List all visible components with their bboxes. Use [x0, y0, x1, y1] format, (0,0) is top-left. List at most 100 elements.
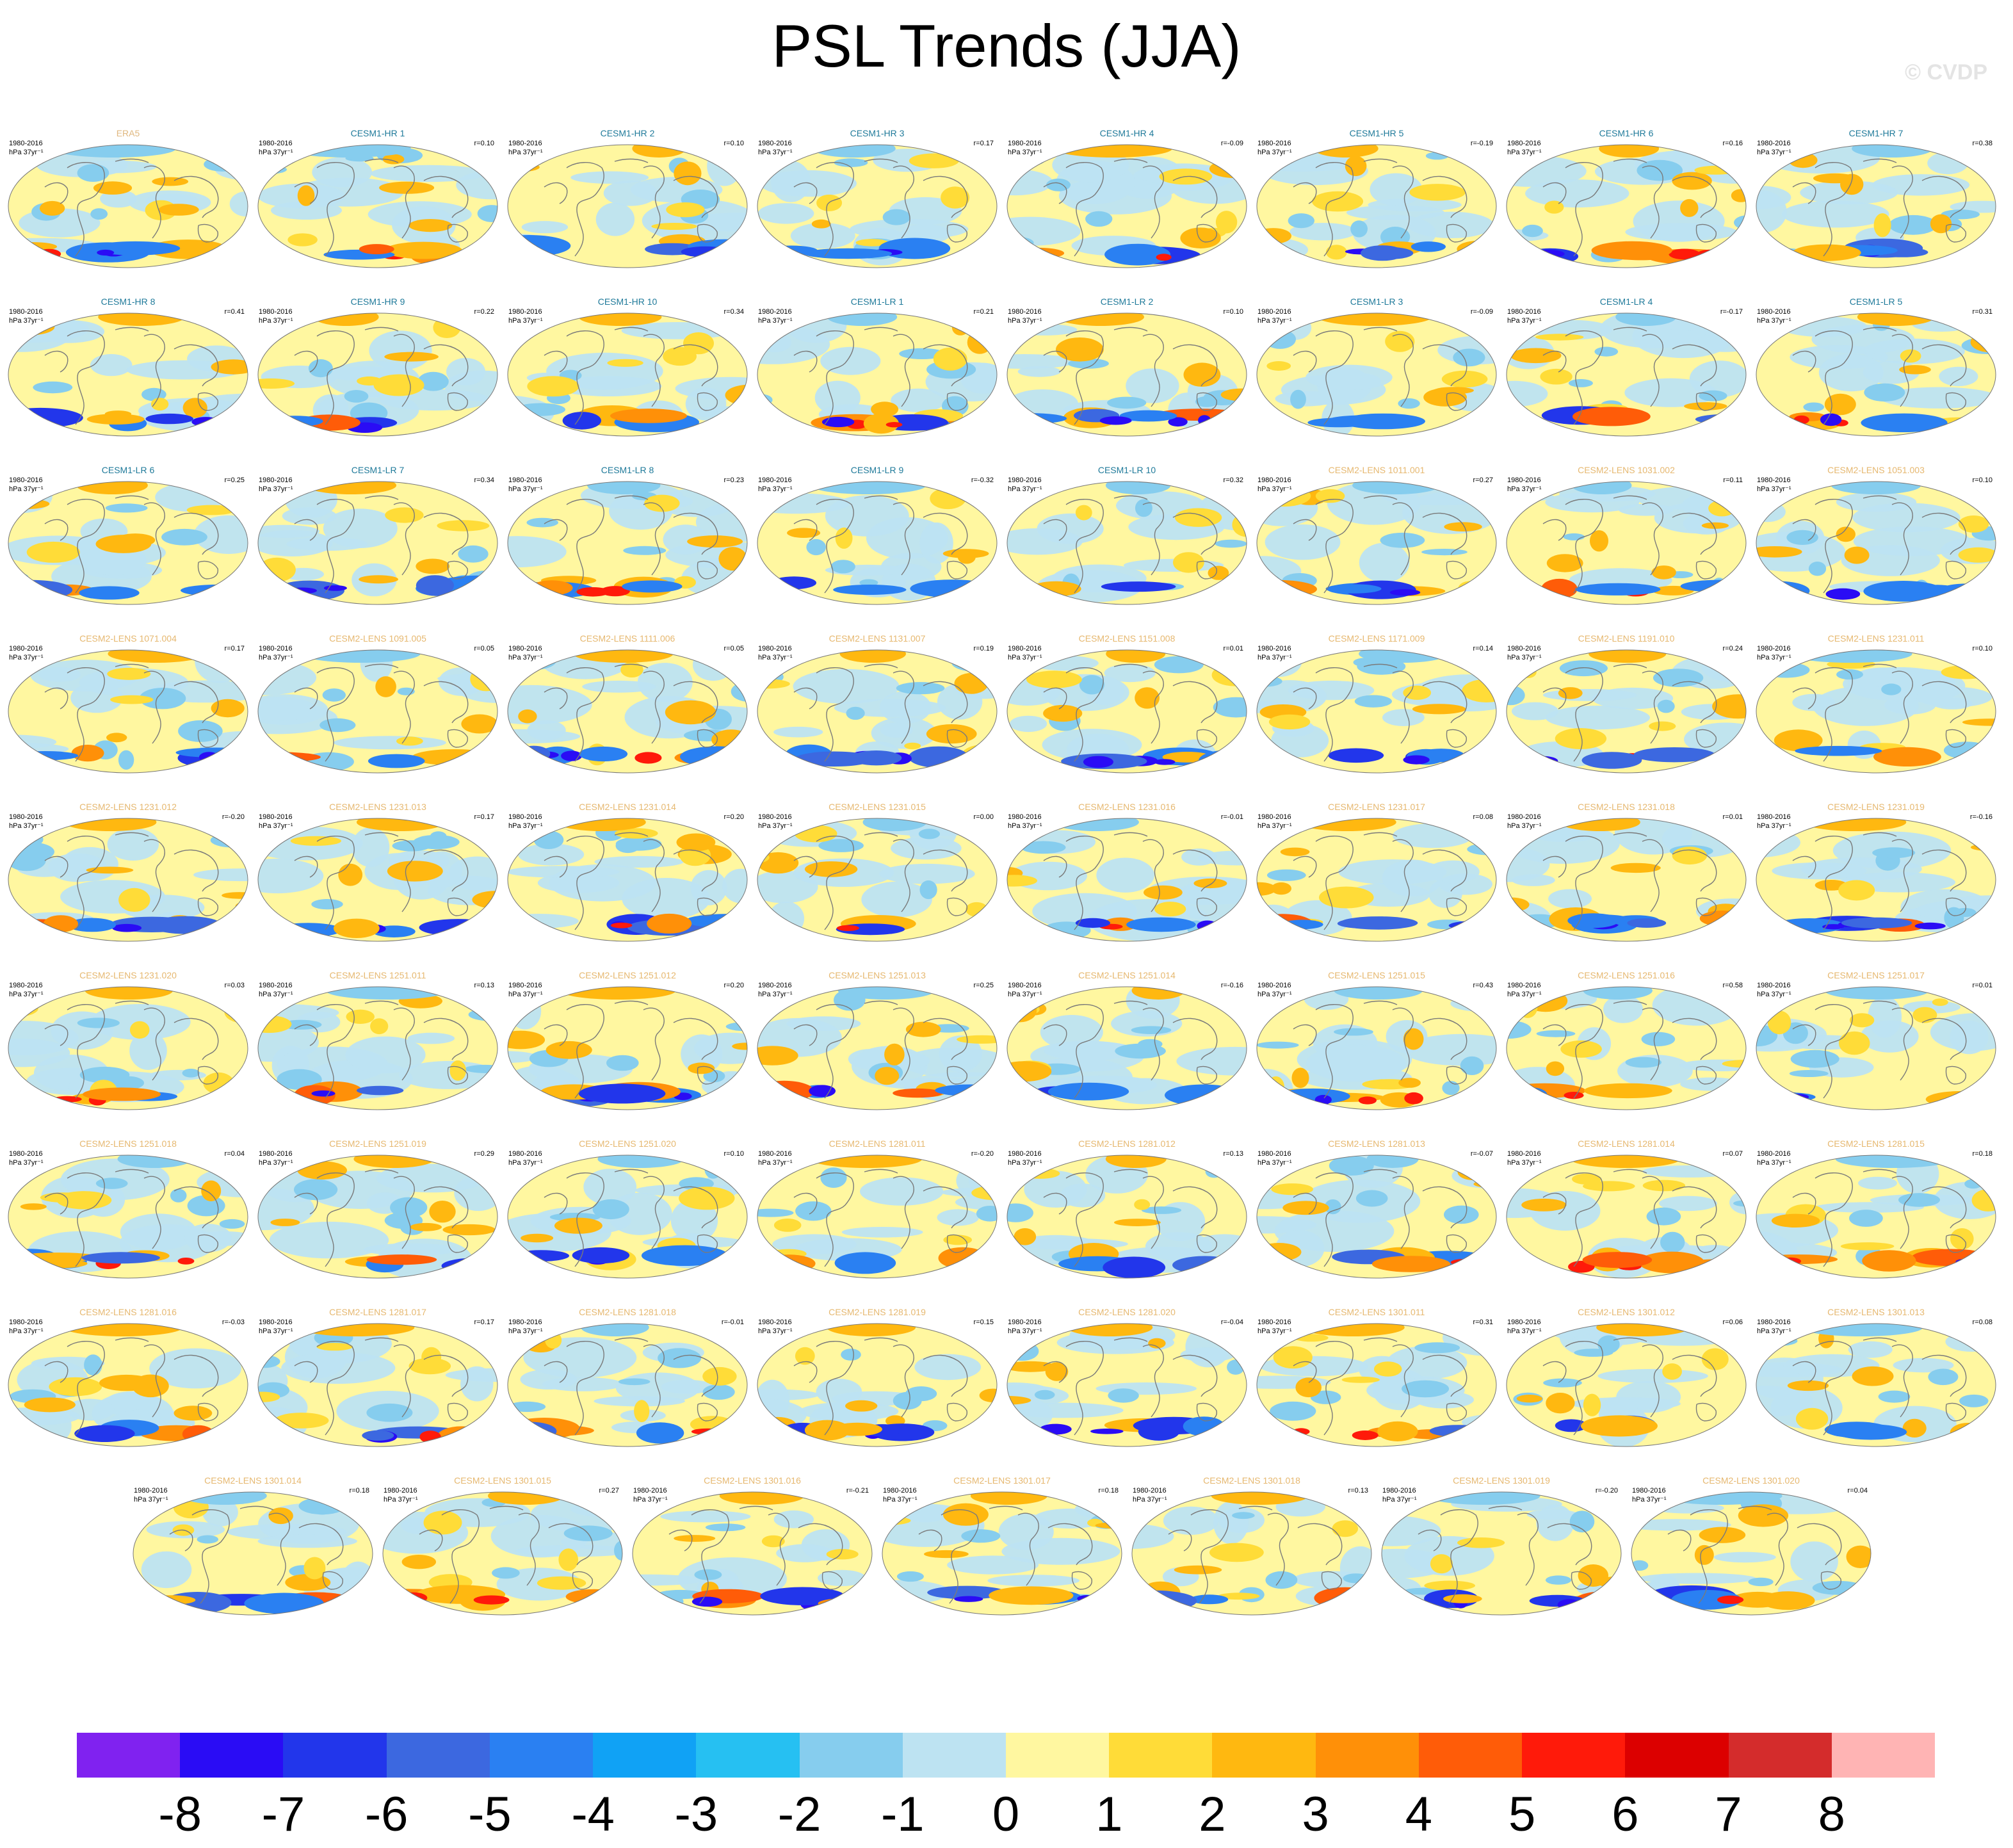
trend-blob	[1748, 1577, 1774, 1587]
map-outline	[757, 986, 998, 1110]
trend-blob	[1358, 1096, 1377, 1105]
trend-blob	[1197, 850, 1247, 866]
coastline	[1695, 1234, 1717, 1253]
coastline	[1315, 667, 1354, 762]
panel-period: 1980-2016	[1008, 982, 1042, 989]
trend-blob	[1266, 869, 1306, 881]
trend-blob	[1107, 396, 1147, 409]
colorbar-swatch	[283, 1733, 387, 1778]
trend-blob	[363, 1243, 458, 1256]
trend-blob	[1945, 1331, 1996, 1352]
coastline	[1172, 512, 1218, 555]
trend-blob	[834, 1252, 896, 1274]
coastline	[447, 1066, 468, 1085]
coastline	[1792, 182, 1816, 204]
trend-blob	[97, 249, 115, 256]
trend-blob	[1211, 1492, 1309, 1505]
map-panel: CESM2-LENS 1281.014 1980-2016 hPa 37yr⁻¹ r=…	[1505, 1139, 1748, 1299]
trend-blob	[827, 313, 898, 326]
trend-blob	[1540, 368, 1572, 385]
trend-blob	[859, 579, 878, 587]
map-panel: CESM1-LR 1 1980-2016 hPa 37yr⁻¹ r=0.21	[756, 296, 999, 457]
map-svg	[1756, 818, 1996, 942]
panel-title: CESM2-LENS 1231.019	[1827, 802, 1925, 812]
map-outline	[1756, 481, 1996, 605]
map-field	[8, 482, 248, 604]
panel-units: hPa 37yr⁻¹	[1008, 485, 1042, 493]
coastline	[1392, 165, 1414, 239]
coastline	[1792, 1024, 1816, 1046]
trend-blob	[1672, 172, 1712, 190]
trend-blob	[108, 650, 206, 663]
trend-blob	[970, 1492, 1047, 1505]
panel-correlation: r=0.06	[1722, 1318, 1743, 1326]
map-svg	[757, 144, 998, 268]
trend-blob	[1760, 1591, 1815, 1610]
map-field	[8, 1324, 248, 1447]
coastline	[143, 502, 165, 576]
trend-blob	[1532, 250, 1565, 258]
panel-title: CESM1-HR 5	[1349, 128, 1404, 138]
trend-blob	[316, 1343, 353, 1351]
trend-blob	[1213, 697, 1247, 718]
panel-title: CESM2-LENS 1301.013	[1827, 1307, 1925, 1317]
panel-correlation: r=0.24	[1722, 645, 1743, 652]
coastline	[1392, 1176, 1414, 1249]
trend-blob	[1325, 584, 1382, 594]
trend-blob	[811, 482, 926, 494]
coastline	[643, 839, 665, 912]
panel-units: hPa 37yr⁻¹	[1757, 485, 1791, 493]
map-field	[882, 1492, 1122, 1615]
trend-blob	[702, 1384, 735, 1400]
map-panel: CESM2-LENS 1031.002 1980-2016 hPa 37yr⁻¹ r=…	[1505, 465, 1748, 625]
trend-blob	[790, 223, 855, 249]
trend-blob	[1090, 1429, 1124, 1434]
trend-blob	[1461, 750, 1483, 763]
coastline	[364, 832, 399, 837]
panel-title: CESM1-HR 1	[350, 128, 405, 138]
coastline	[923, 681, 968, 724]
map-outline	[757, 649, 998, 774]
panel-units: hPa 37yr⁻¹	[259, 485, 293, 493]
panel-title: CESM1-LR 6	[101, 465, 155, 475]
colorbar-tick-label: 0	[992, 1787, 1020, 1842]
trend-blob	[603, 180, 658, 206]
coastline	[1142, 334, 1164, 407]
map-panel: CESM1-LR 8 1980-2016 hPa 37yr⁻¹ r=0.23	[506, 465, 749, 625]
coastline	[946, 1234, 967, 1253]
panel-title: CESM2-LENS 1031.002	[1578, 465, 1675, 475]
trend-blob	[1772, 862, 1867, 880]
panel-period: 1980-2016	[1757, 308, 1791, 316]
panel-period: 1980-2016	[1757, 813, 1791, 821]
trend-blob	[1373, 1361, 1402, 1377]
trend-blob	[1295, 1377, 1322, 1398]
panel-units: hPa 37yr⁻¹	[9, 1327, 44, 1335]
trend-blob	[773, 585, 790, 601]
trend-blob	[373, 374, 424, 396]
trend-blob	[637, 663, 693, 702]
map-panel: CESM2-LENS 1251.012 1980-2016 hPa 37yr⁻¹ r=…	[506, 970, 749, 1130]
trend-blob	[1548, 889, 1592, 909]
trend-blob	[93, 181, 133, 195]
trend-blob	[508, 993, 542, 1030]
map-svg	[882, 1491, 1122, 1616]
trend-blob	[1517, 995, 1538, 1018]
coastline	[1891, 839, 1913, 912]
trend-blob	[938, 1247, 987, 1269]
panel-period: 1980-2016	[1257, 982, 1291, 989]
coastline	[1065, 667, 1104, 762]
coastline	[548, 1523, 594, 1566]
coastline	[169, 1529, 193, 1552]
panel-period: 1980-2016	[1507, 645, 1541, 652]
trend-blob	[1583, 987, 1653, 1000]
trend-blob	[385, 507, 424, 523]
map-outline	[8, 986, 248, 1110]
trend-blob	[1457, 1537, 1505, 1548]
map-field	[1007, 650, 1247, 773]
coastline	[1363, 158, 1398, 163]
trend-blob	[1119, 410, 1177, 422]
panel-period: 1980-2016	[758, 476, 792, 484]
coastline	[1695, 729, 1717, 748]
trend-blob	[1306, 1044, 1406, 1082]
coastline	[174, 1354, 219, 1397]
